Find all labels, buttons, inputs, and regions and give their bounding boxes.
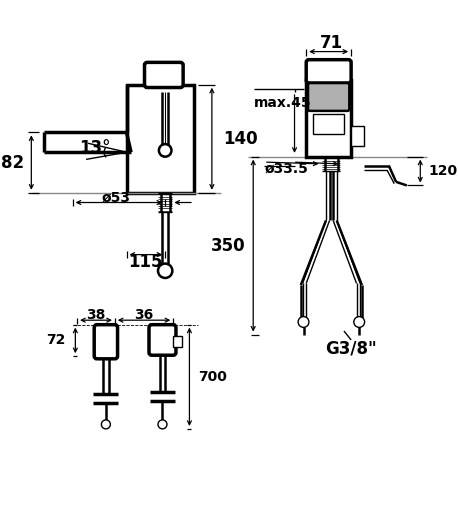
FancyBboxPatch shape: [306, 60, 351, 83]
Text: 71: 71: [320, 34, 343, 51]
FancyBboxPatch shape: [145, 62, 183, 87]
Circle shape: [159, 144, 171, 157]
Text: 350: 350: [211, 237, 245, 255]
Bar: [126, 85, 194, 192]
Circle shape: [158, 264, 172, 278]
Text: 120: 120: [428, 164, 458, 178]
Circle shape: [298, 317, 309, 328]
Text: G3/8": G3/8": [325, 340, 377, 358]
FancyBboxPatch shape: [149, 324, 176, 355]
Circle shape: [101, 420, 110, 429]
Text: 13°: 13°: [79, 139, 111, 157]
Circle shape: [354, 317, 365, 328]
Text: max.45: max.45: [254, 96, 312, 110]
Text: 700: 700: [198, 370, 227, 384]
FancyBboxPatch shape: [94, 324, 118, 359]
Bar: [313, 113, 344, 134]
Bar: [306, 80, 351, 157]
FancyBboxPatch shape: [308, 83, 349, 111]
Text: ø53: ø53: [101, 190, 130, 204]
Text: 115: 115: [128, 253, 163, 271]
Text: 72: 72: [46, 333, 65, 347]
Bar: [173, 336, 182, 347]
Text: 82: 82: [1, 153, 24, 172]
Text: 36: 36: [134, 308, 153, 322]
Text: ø33.5: ø33.5: [265, 161, 309, 175]
Text: 140: 140: [224, 129, 258, 148]
Text: 38: 38: [86, 308, 106, 322]
Bar: [351, 126, 364, 146]
Circle shape: [158, 420, 167, 429]
